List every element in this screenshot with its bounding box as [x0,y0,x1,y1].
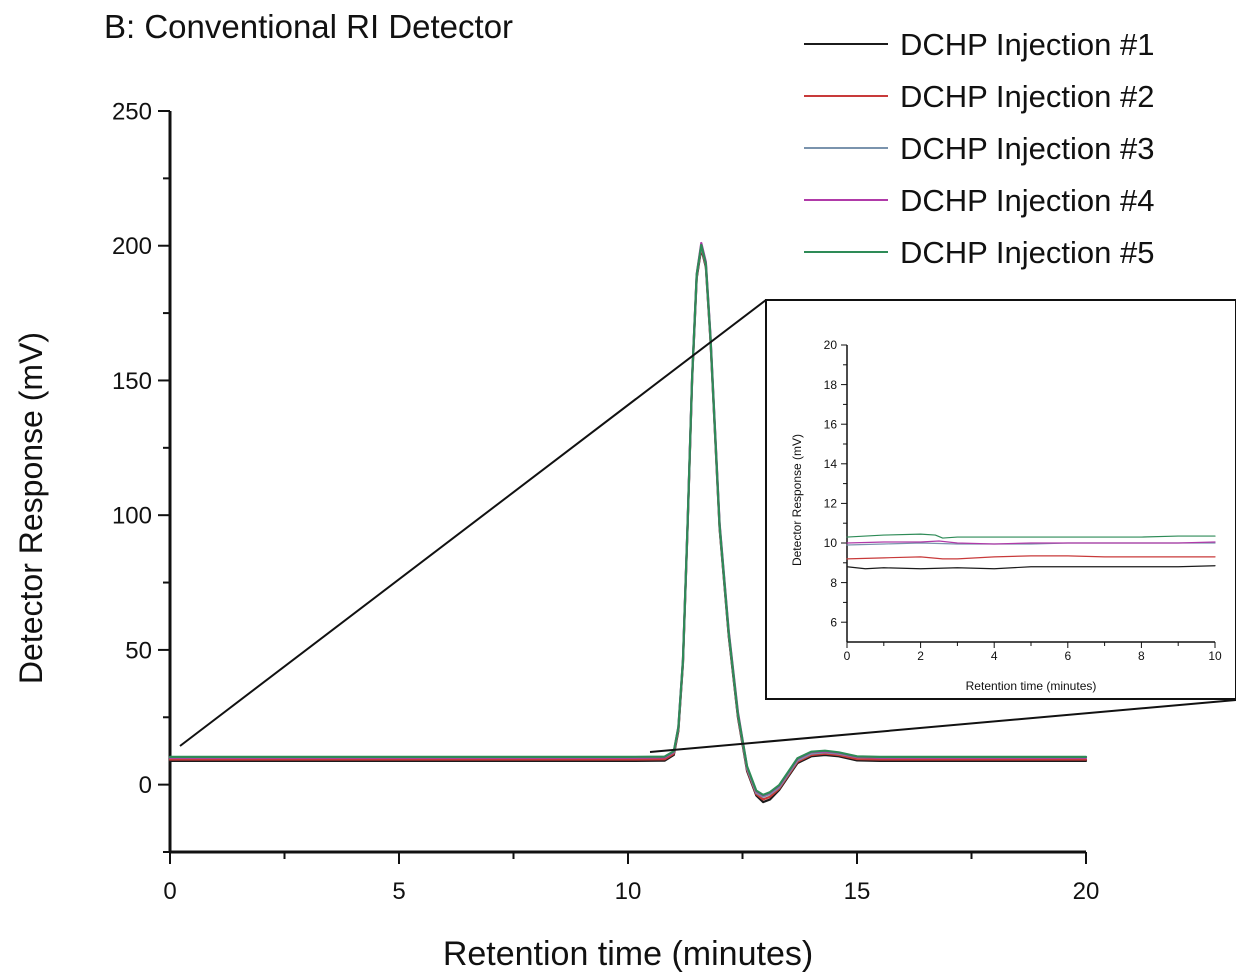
legend-label-3: DCHP Injection #3 [900,131,1154,166]
inset-y-tick-label: 16 [824,417,838,431]
legend-label-4: DCHP Injection #4 [900,183,1154,218]
inset-x-tick-label: 0 [844,649,851,663]
main-y-tick-label: 50 [125,637,152,664]
inset-x-axis-label: Retention time (minutes) [966,679,1097,693]
inset-series-line-2 [846,555,1216,560]
x-axis-label: Retention time (minutes) [443,935,813,973]
main-series-line-5 [168,243,1088,796]
inset-frame [765,299,1236,700]
inset-x-tick-label: 10 [1208,649,1222,663]
inset-ticks: 0 2 4 6 8 10 6 8 10 12 14 16 18 20 [824,338,1222,663]
legend-label-2: DCHP Injection #2 [900,79,1154,114]
inset-y-tick-label: 8 [830,576,837,590]
inset-y-tick-label: 18 [824,378,838,392]
main-series-group [168,241,1088,804]
zoom-connector-line [649,699,1236,753]
inset-series-line-5 [846,533,1216,539]
inset-y-tick-label: 10 [824,536,838,550]
inset-y-tick-label: 20 [824,338,838,352]
inset-y-tick-label: 12 [824,497,838,511]
chart-title: B: Conventional RI Detector [104,8,513,45]
main-y-tick-label: 200 [112,233,152,260]
inset-series-line-1 [846,565,1216,570]
inset-y-axis-label: Detector Response (mV) [790,434,804,566]
inset-series-group [846,533,1216,570]
inset-x-tick-label: 8 [1138,649,1145,663]
y-axis-label: Detector Response (mV) [13,332,49,684]
main-x-tick-label: 15 [844,878,871,905]
main-y-tick-label: 0 [139,772,152,799]
inset-y-tick-label: 14 [824,457,838,471]
inset-y-tick-label: 6 [830,615,837,629]
main-y-tick-label: 150 [112,368,152,395]
main-x-tick-label: 0 [163,878,176,905]
main-y-tick-label: 100 [112,503,152,530]
main-x-tick-label: 5 [392,878,405,905]
inset-series-line-4 [846,540,1216,545]
legend-label-1: DCHP Injection #1 [900,27,1154,62]
legend-label-5: DCHP Injection #5 [900,235,1154,270]
inset-x-tick-label: 2 [917,649,924,663]
legend: DCHP Injection #1 DCHP Injection #2 DCHP I… [804,27,1154,270]
zoom-connector-line [179,299,767,747]
inset-x-tick-label: 6 [1064,649,1071,663]
main-y-tick-label: 250 [112,98,152,125]
inset-x-tick-label: 4 [991,649,998,663]
main-x-tick-label: 10 [615,878,642,905]
main-x-tick-label: 20 [1073,878,1100,905]
